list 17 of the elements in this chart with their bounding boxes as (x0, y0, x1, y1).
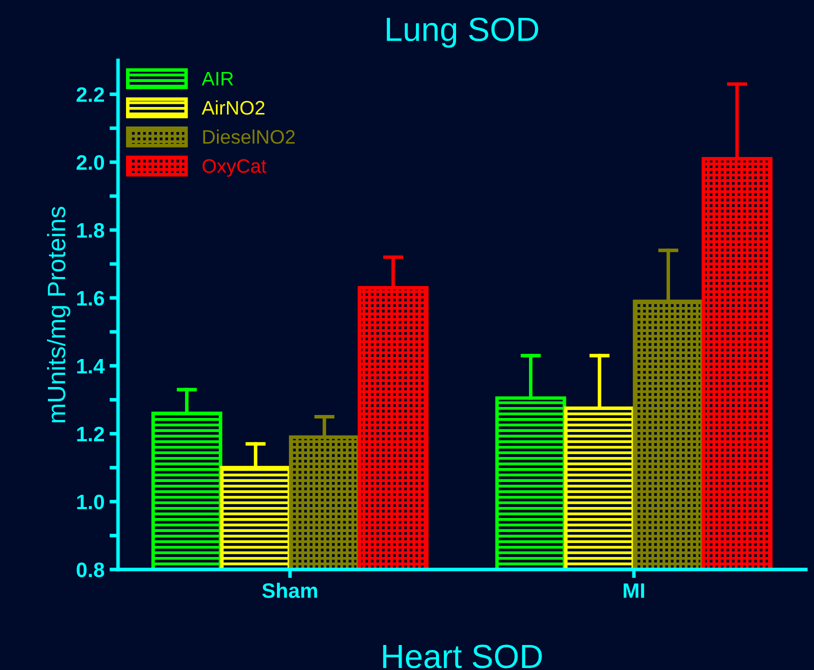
x-tick-label: MI (624, 583, 644, 598)
y-tick-label: 1.8 (77, 223, 104, 238)
y-tick-label: 0.8 (76, 562, 104, 578)
y-tick-label: 1.6 (77, 290, 104, 306)
y-tick-label: 1.0 (77, 494, 104, 510)
chart-title: Lung SOD (386, 18, 538, 48)
legend-label: OxyCat (202, 159, 266, 177)
y-axis-title: mUnits/mg Proteins (47, 206, 70, 422)
legend-label: DieselNO2 (203, 130, 295, 144)
y-tick-label: 2.2 (76, 87, 104, 102)
x-axis-title: Heart SOD (383, 644, 542, 668)
legend-label: AIR (202, 72, 234, 86)
x-tick-label: Sham (262, 582, 318, 598)
legend-label: AirNO2 (202, 100, 264, 115)
y-tick-label: 1.4 (77, 359, 105, 374)
y-tick-label: 2.0 (76, 155, 104, 170)
y-tick-label: 1.2 (77, 426, 104, 442)
